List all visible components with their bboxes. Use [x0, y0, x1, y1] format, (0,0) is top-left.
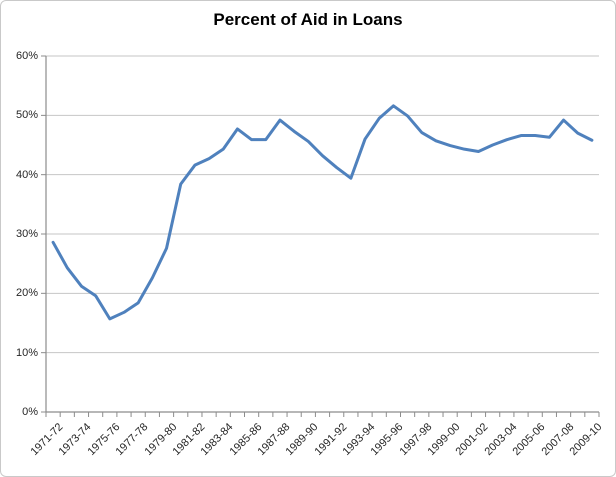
y-axis-label: 30%	[15, 228, 38, 240]
y-axis-label: 60%	[15, 50, 38, 62]
y-axis-label: 0%	[22, 406, 38, 418]
y-axis-label: 50%	[15, 109, 38, 122]
y-axis-label: 10%	[15, 346, 38, 359]
y-axis-label: 20%	[15, 287, 38, 300]
y-axis-label: 40%	[15, 168, 38, 181]
aid-in-loans-line	[51, 104, 594, 321]
chart-title: Percent of Aid in Loans	[213, 10, 403, 29]
